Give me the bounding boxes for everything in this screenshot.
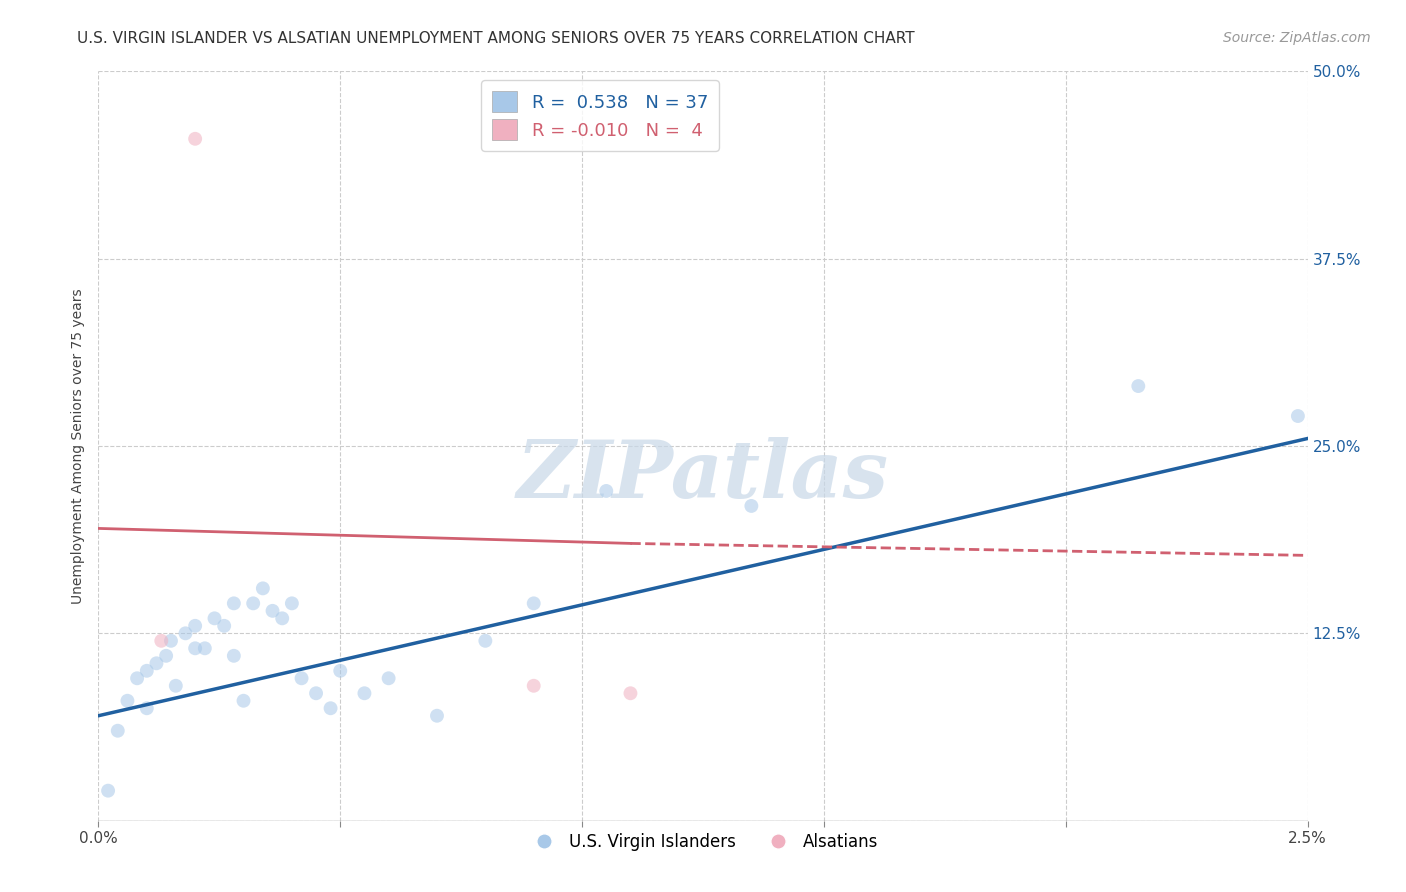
- Point: [619, 686, 641, 700]
- Point: [1128, 379, 1150, 393]
- Point: [150, 633, 173, 648]
- Point: [232, 694, 254, 708]
- Point: [262, 604, 284, 618]
- Y-axis label: Unemployment Among Seniors over 75 years: Unemployment Among Seniors over 75 years: [72, 288, 86, 604]
- Point: [329, 664, 352, 678]
- Point: [165, 679, 187, 693]
- Point: [377, 671, 399, 685]
- Point: [135, 664, 157, 678]
- Text: Source: ZipAtlas.com: Source: ZipAtlas.com: [1223, 31, 1371, 45]
- Point: [204, 611, 226, 625]
- Point: [174, 626, 197, 640]
- Point: [145, 657, 167, 671]
- Point: [523, 679, 546, 693]
- Point: [184, 641, 207, 656]
- Point: [595, 483, 617, 498]
- Point: [271, 611, 294, 625]
- Point: [155, 648, 177, 663]
- Point: [184, 619, 207, 633]
- Point: [222, 596, 245, 610]
- Point: [107, 723, 129, 738]
- Point: [212, 619, 235, 633]
- Point: [194, 641, 217, 656]
- Text: U.S. VIRGIN ISLANDER VS ALSATIAN UNEMPLOYMENT AMONG SENIORS OVER 75 YEARS CORREL: U.S. VIRGIN ISLANDER VS ALSATIAN UNEMPLO…: [77, 31, 915, 46]
- Point: [740, 499, 762, 513]
- Point: [127, 671, 149, 685]
- Text: ZIPatlas: ZIPatlas: [517, 437, 889, 515]
- Point: [160, 633, 183, 648]
- Point: [1286, 409, 1309, 423]
- Point: [242, 596, 264, 610]
- Point: [117, 694, 139, 708]
- Point: [290, 671, 312, 685]
- Point: [97, 783, 120, 797]
- Legend: U.S. Virgin Islanders, Alsatians: U.S. Virgin Islanders, Alsatians: [522, 826, 884, 857]
- Point: [319, 701, 342, 715]
- Point: [305, 686, 328, 700]
- Point: [222, 648, 245, 663]
- Point: [474, 633, 496, 648]
- Point: [353, 686, 375, 700]
- Point: [426, 708, 449, 723]
- Point: [252, 582, 274, 596]
- Point: [523, 596, 546, 610]
- Point: [281, 596, 304, 610]
- Point: [135, 701, 157, 715]
- Point: [184, 132, 207, 146]
